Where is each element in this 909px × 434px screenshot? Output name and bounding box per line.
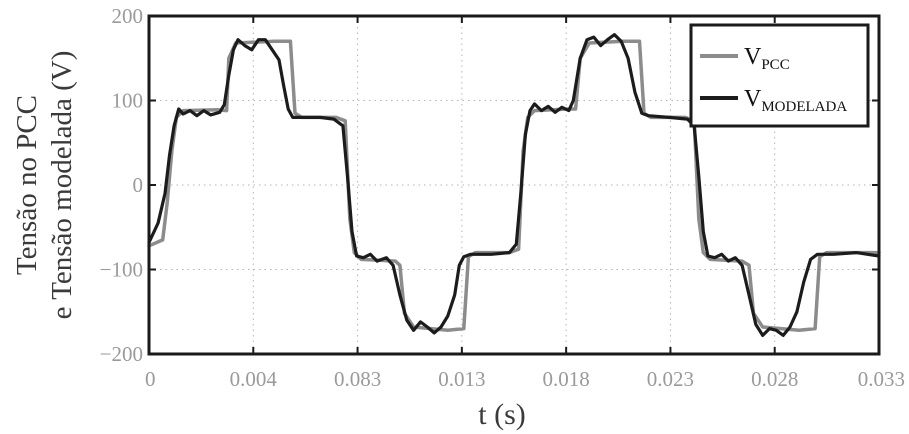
x-tick-label: 0 [145, 367, 156, 391]
x-axis-title: t (s) [478, 398, 526, 431]
x-tick-label: 0.083 [334, 367, 381, 391]
y-tick-label: −100 [100, 258, 143, 282]
y-axis-title-line-1: Tensão no PCC [11, 95, 43, 275]
x-tick-label: 0.023 [647, 367, 694, 391]
y-axis-title: Tensão no PCC e Tensão modelada (V) [11, 51, 78, 320]
legend-label-vpcc: VPCC [744, 44, 790, 73]
y-tick-label: 100 [112, 89, 144, 113]
x-axis-ticks: 0 0.004 0.083 0.013 0.018 0.023 0.028 0.033 [145, 16, 905, 391]
y-tick-label: −200 [100, 342, 143, 366]
series-lines [147, 33, 881, 337]
x-tick-label: 0.013 [438, 367, 485, 391]
series-line-vmodelada [147, 33, 881, 337]
y-axis-ticks: −200 −100 0 100 200 [100, 4, 879, 366]
x-tick-label: 0.033 [858, 367, 905, 391]
legend-box [689, 23, 870, 128]
y-axis-title-line-2: e Tensão modelada (V) [46, 51, 78, 320]
grid-lines [149, 16, 879, 354]
x-tick-label: 0.018 [543, 367, 590, 391]
y-tick-label: 0 [133, 173, 144, 197]
legend: VPCC VMODELADA [689, 23, 870, 128]
legend-label-vmodelada: VMODELADA [744, 86, 847, 115]
x-tick-label: 0.004 [230, 367, 278, 391]
x-tick-label: 0.028 [751, 367, 798, 391]
y-tick-label: 200 [112, 4, 144, 28]
